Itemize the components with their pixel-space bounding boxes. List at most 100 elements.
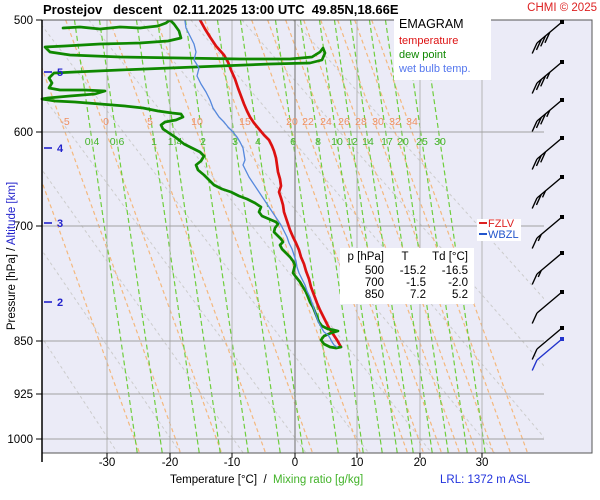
table-cell: -1.5 (406, 277, 426, 289)
x-axis-label-temperature: Temperature [°C] (170, 474, 258, 486)
mixing-ratio-label: 10 (331, 136, 343, 148)
table-cell: -2.0 (448, 277, 468, 289)
temperature-tick-label: -10 (224, 457, 241, 469)
altitude-tick-label: 4 (57, 143, 64, 155)
table-cell: 500 (364, 265, 384, 277)
pressure-tick-label: 1000 (7, 434, 33, 446)
wind-barb (531, 175, 564, 209)
temperature-tick-label: -20 (162, 457, 179, 469)
mixing-ratio-label: 3 (232, 136, 238, 148)
mixing-ratio-label: 17 (381, 136, 393, 148)
moist-adiabat-label: 30 (372, 116, 384, 128)
moist-adiabat-label: 26 (338, 116, 350, 128)
copyright-note: CHMI © 2025 (527, 2, 597, 14)
page-title: Prostejov descent 02.11.2025 13:00 UTC 4… (43, 2, 399, 17)
moist-adiabat-label: -5 (60, 116, 69, 128)
grid-labels: -5 0 5 10 15 20 22 24 26 28 30 32 340.4 0.6 1 1.4 2 3 4 6 8 1… (60, 116, 446, 148)
moist-adiabat-label: 5 (147, 116, 153, 128)
moist-adiabat-label: 15 (239, 116, 251, 128)
y-axis-label-pressure: Pressure [hPa] (6, 254, 18, 331)
lrl-annotation: LRL: 1372 m ASL (440, 474, 531, 486)
mixing-ratio-label: 2 (200, 136, 206, 148)
mixing-ratio-label: 1 (151, 136, 157, 148)
mixing-ratio-label: 8 (315, 136, 321, 148)
fzlv-label: FZLV (488, 218, 515, 230)
moist-adiabat-label: 20 (286, 116, 298, 128)
mixing-ratio-label: 25 (416, 136, 428, 148)
table-cell: -15.2 (399, 265, 426, 277)
table-row: 500 -15.2 -16.5 (344, 265, 468, 277)
table-header-cell: T (401, 251, 409, 263)
moist-adiabat-label: 10 (191, 116, 203, 128)
legend-item-temperature: temperature (399, 35, 459, 47)
grid-lines (42, 20, 544, 453)
moist-adiabat-label: 34 (406, 116, 418, 128)
moist-adiabat-label: 28 (355, 116, 367, 128)
wbzl-label: WBZL (488, 229, 519, 241)
table-row: 850 7.2 5.2 (344, 289, 468, 301)
x-axis-label-mixing-ratio: Mixing ratio [g/kg] (273, 474, 364, 486)
legend-item-wet-bulb: wet bulb temp. (399, 63, 471, 75)
wind-barb (531, 215, 564, 249)
temperature-tick-label: 0 (292, 457, 298, 469)
pressure-tick-label: 600 (14, 127, 33, 139)
temperature-tick-label: 10 (351, 457, 364, 469)
mixing-ratio-label: 0.4 (85, 136, 100, 148)
table-cell: 700 (364, 277, 384, 289)
wind-barb (531, 251, 564, 285)
mixing-ratio-label: 0.6 (110, 136, 125, 148)
altitude-tick-label: 3 (57, 218, 63, 230)
wind-barb (531, 136, 564, 170)
mixing-ratio-label: 14 (362, 136, 374, 148)
pressure-tick-label: 500 (14, 15, 33, 27)
moist-adiabat-label: 22 (302, 116, 314, 128)
legend-box: EMAGRAM temperature dew point wet bulb t… (394, 15, 491, 80)
wind-barbs (531, 20, 564, 371)
wbzl-row: WBZL (479, 230, 519, 241)
wind-barb (531, 98, 564, 132)
pressure-tick-label: 850 (14, 336, 33, 348)
moist-adiabat-label: 0 (103, 116, 109, 128)
levels-annotation-box: FZLV WBZL (477, 219, 521, 241)
x-axis-label: Temperature [°C] / Mixing ratio [g/kg] (170, 474, 363, 486)
wind-barb (531, 20, 564, 54)
table-cell: -16.5 (441, 265, 468, 277)
altitude-tick-label: 2 (57, 297, 63, 309)
table-cell: 7.2 (410, 289, 426, 301)
pressure-tick-label: 925 (14, 389, 33, 401)
temperature-tick-label: 30 (476, 457, 489, 469)
table-header-cell: Td [°C] (432, 251, 468, 263)
temperature-curve (198, 20, 343, 349)
mixing-ratio-label: 4 (255, 136, 261, 148)
y-axis-label-altitude: Altitude [km] (6, 181, 18, 246)
moist-adiabat-label: 24 (320, 116, 332, 128)
legend-title: EMAGRAM (399, 17, 464, 31)
moist-adiabat-label: 32 (389, 116, 401, 128)
altitude-tick-label: 5 (57, 67, 63, 79)
sounding-values-table: p [hPa] T Td [°C] 500 -15.2 -16.5 700 -1.5 -2.0 8… (340, 248, 474, 304)
y-axis-label-separator: / (6, 245, 18, 255)
fzlv-line-sample (479, 222, 487, 224)
mixing-ratio-label: 20 (397, 136, 409, 148)
table-header-cell: p [hPa] (347, 251, 384, 263)
legend-item-dew-point: dew point (399, 49, 447, 61)
temperature-tick-label: -30 (99, 457, 116, 469)
temperature-tick-label: 20 (414, 457, 427, 469)
wbzl-line-sample (479, 233, 487, 235)
sounding-curves (40, 20, 343, 350)
x-axis-label-separator: / (257, 474, 274, 486)
table-row: 700 -1.5 -2.0 (344, 277, 468, 289)
wind-barb-surface (531, 337, 564, 371)
mixing-ratio-label: 6 (290, 136, 296, 148)
y-axis-label: Pressure [hPa] / Altitude [km] (6, 176, 22, 336)
pressure-tick-label: 700 (14, 221, 33, 233)
table-cell: 850 (364, 289, 384, 301)
wet-bulb-temperature-curve (184, 20, 338, 348)
dew-point-curve (40, 20, 343, 350)
fzlv-row: FZLV (479, 219, 519, 230)
mixing-ratio-label: 12 (346, 136, 358, 148)
table-header-row: p [hPa] T Td [°C] (344, 251, 468, 265)
mixing-ratio-label: 30 (434, 136, 446, 148)
